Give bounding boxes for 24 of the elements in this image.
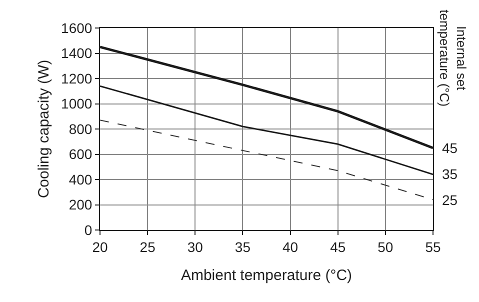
x-tick-label: 25 xyxy=(140,238,156,255)
y-tick-label: 1400 xyxy=(61,45,92,62)
y-tick-label: 600 xyxy=(68,146,92,162)
x-axis-title: Ambient temperature (°C) xyxy=(180,266,352,284)
x-tick-label: 50 xyxy=(378,238,394,255)
legend-title: Internal set temperature (°C) xyxy=(437,10,469,107)
y-tick-label: 0 xyxy=(84,222,92,238)
series-label: 35 xyxy=(442,166,458,182)
x-tick-label: 30 xyxy=(187,238,204,255)
y-tick-label: 200 xyxy=(68,196,92,213)
x-tick-label: 45 xyxy=(330,238,346,255)
line-series xyxy=(100,120,433,200)
y-axis-title: Cooling capacity (W) xyxy=(35,60,52,198)
y-tick-label: 1600 xyxy=(61,20,92,36)
x-tick-label: 35 xyxy=(234,238,251,255)
y-tick-label: 400 xyxy=(68,171,92,188)
y-tick-label: 1000 xyxy=(61,96,92,112)
x-tick-label: 40 xyxy=(282,238,298,255)
x-tick-label: 55 xyxy=(425,238,441,255)
x-tick-label: 20 xyxy=(92,238,108,255)
y-tick-label: 800 xyxy=(68,120,92,137)
y-tick-label: 1200 xyxy=(61,70,92,86)
series-label: 25 xyxy=(442,192,458,208)
series-label: 45 xyxy=(442,140,458,156)
